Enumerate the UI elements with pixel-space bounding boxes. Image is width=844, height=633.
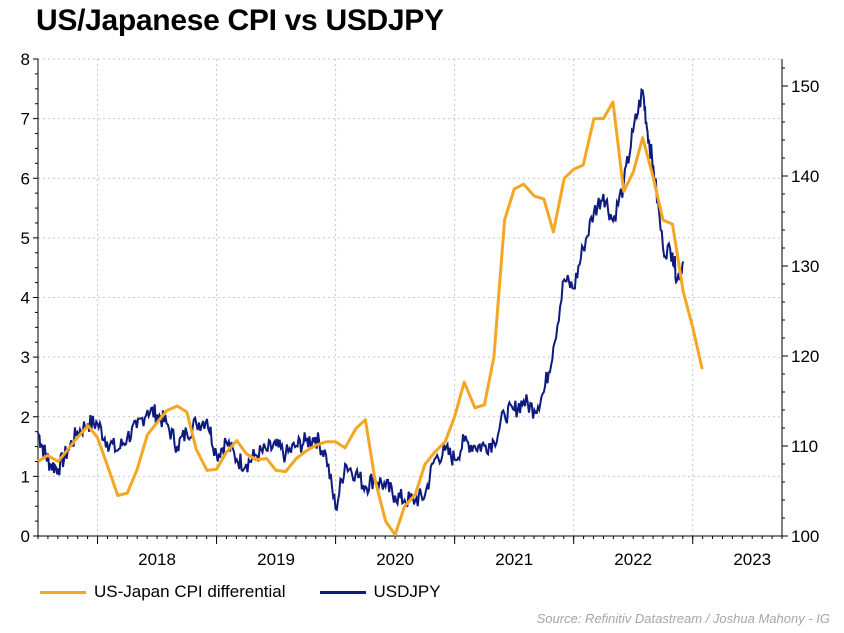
left-tick-label: 7 — [21, 110, 30, 129]
legend-item-usdjpy: USDJPY — [319, 582, 441, 602]
legend: US-Japan CPI differential USDJPY — [40, 582, 475, 602]
chart-title: US/Japanese CPI vs USDJPY — [36, 4, 444, 37]
left-tick-label: 1 — [21, 467, 30, 486]
left-tick-label: 5 — [21, 229, 30, 248]
left-tick-label: 0 — [21, 527, 30, 546]
gridlines — [38, 58, 782, 536]
left-axis-ticks: 0 1 2 3 4 5 6 7 8 — [21, 50, 38, 546]
x-tick-label: 2021 — [495, 550, 533, 569]
usdjpy-series-line — [37, 87, 685, 512]
x-tick-label: 2022 — [614, 550, 652, 569]
x-tick-label: 2023 — [733, 550, 771, 569]
cpi-differential-series-line — [37, 100, 704, 537]
legend-label-usdjpy: USDJPY — [373, 582, 441, 601]
left-tick-label: 3 — [21, 348, 30, 367]
left-tick-label: 8 — [21, 50, 30, 69]
x-tick-label: 2018 — [138, 550, 176, 569]
right-tick-label: 100 — [791, 527, 819, 546]
legend-swatch-usdjpy — [319, 590, 366, 594]
legend-label-cpi: US-Japan CPI differential — [94, 582, 286, 601]
right-tick-label: 120 — [791, 347, 819, 366]
legend-swatch-cpi — [40, 590, 86, 594]
right-tick-label: 150 — [791, 77, 819, 96]
source-note: Source: Refinitiv Datastream / Joshua Ma… — [536, 611, 830, 626]
x-tick-label: 2019 — [257, 550, 295, 569]
right-tick-label: 130 — [791, 257, 819, 276]
right-tick-label: 140 — [791, 167, 819, 186]
legend-item-cpi: US-Japan CPI differential — [40, 582, 286, 602]
left-tick-label: 6 — [21, 169, 30, 188]
left-tick-label: 4 — [21, 289, 30, 308]
left-tick-label: 2 — [21, 408, 30, 427]
right-tick-label: 110 — [791, 437, 818, 456]
x-axis-ticks: 2018 2019 2020 2021 2022 2023 — [37, 536, 783, 569]
right-axis-ticks: 100 110 120 130 140 150 — [782, 67, 819, 546]
x-tick-label: 2020 — [376, 550, 414, 569]
